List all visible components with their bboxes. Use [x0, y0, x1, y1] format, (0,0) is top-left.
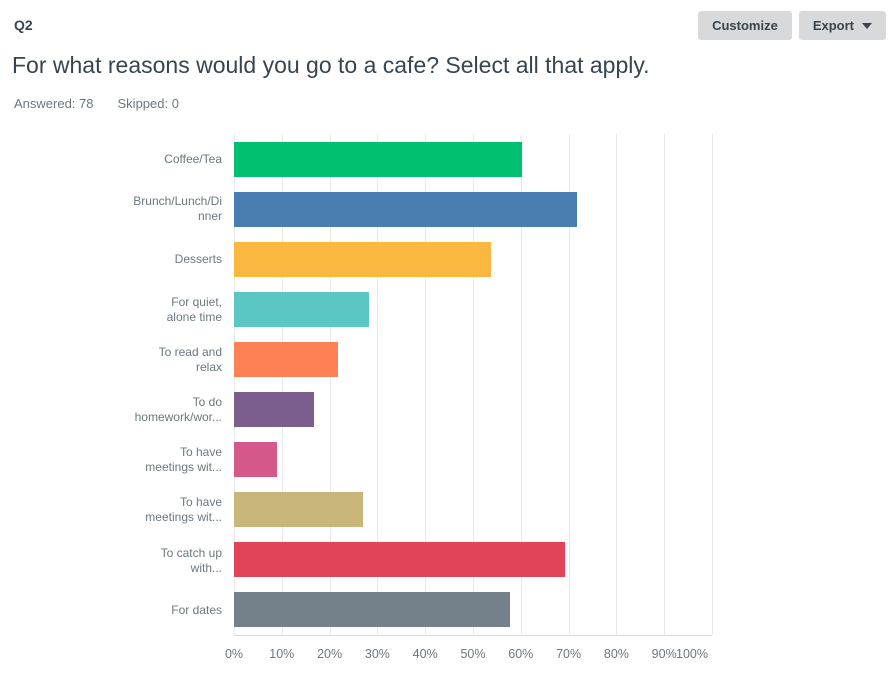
- category-label: Desserts: [174, 251, 222, 266]
- x-tick-label: 30%: [364, 647, 390, 661]
- gridline: [329, 134, 331, 635]
- x-tick-label: 10%: [269, 647, 295, 661]
- x-tick-label: 50%: [460, 647, 486, 661]
- answered-count: Answered: 78: [14, 96, 94, 111]
- question-number: Q2: [14, 17, 33, 33]
- bar: [234, 392, 314, 428]
- bar-row: [234, 334, 712, 384]
- category-label: To read and relax: [158, 344, 222, 374]
- export-button-label: Export: [812, 18, 854, 33]
- topbar: Q2 Customize Export: [0, 0, 894, 40]
- skipped-count: Skipped: 0: [117, 96, 179, 111]
- bar: [234, 241, 492, 277]
- category-label: For dates: [171, 603, 222, 618]
- bar-row: [234, 435, 712, 485]
- category-label: For quiet, alone time: [166, 294, 222, 324]
- bar: [234, 492, 363, 528]
- gridline: [425, 134, 427, 635]
- response-stats: Answered: 78 Skipped: 0: [14, 96, 894, 111]
- export-button[interactable]: Export: [798, 11, 886, 40]
- plot-column: 0% 10% 20% 30% 40% 50% 60% 70% 80% 90% 100%: [225, 134, 713, 668]
- bar: [234, 191, 578, 227]
- category-label: To catch up with...: [160, 545, 222, 575]
- question-title: For what reasons would you go to a cafe?…: [12, 52, 650, 78]
- bar-row: [234, 585, 712, 635]
- gridline: [616, 134, 618, 635]
- bar: [234, 592, 510, 628]
- bar: [234, 341, 339, 377]
- bar: [234, 141, 523, 177]
- category-label: Brunch/Lunch/Di nner: [133, 194, 222, 224]
- x-tick-label: 20%: [317, 647, 343, 661]
- gridline: [568, 134, 570, 635]
- gridline: [520, 134, 522, 635]
- customize-button[interactable]: Customize: [698, 11, 792, 40]
- gridline: [234, 134, 235, 635]
- category-label: To do homework/wor...: [134, 395, 222, 425]
- bar-row: [234, 535, 712, 585]
- category-label: To have meetings wit...: [145, 495, 222, 525]
- gridlines: [234, 134, 713, 635]
- x-tick-label: 80%: [603, 647, 629, 661]
- x-tick-label: 90%: [651, 647, 677, 661]
- gridline: [377, 134, 379, 635]
- gridline: [664, 134, 666, 635]
- x-tick-label: 100%: [676, 647, 708, 661]
- bar-row: [234, 184, 712, 234]
- bar-row: [234, 284, 712, 334]
- x-tick-label: 70%: [556, 647, 582, 661]
- toolbar-buttons: Customize Export: [698, 11, 886, 40]
- plot-rows: [234, 134, 712, 635]
- bar: [234, 442, 277, 478]
- x-tick-label: 0%: [224, 647, 244, 661]
- customize-button-label: Customize: [712, 18, 778, 33]
- plot-area: [234, 134, 713, 636]
- x-tick-label: 60%: [508, 647, 534, 661]
- caret-down-icon: [862, 22, 872, 29]
- category-label: To have meetings wit...: [145, 445, 222, 475]
- bar: [234, 291, 369, 327]
- bar-row: [234, 485, 712, 535]
- bar-chart: Coffee/Tea Brunch/Lunch/Di nner Desserts For…: [0, 134, 894, 668]
- gridline: [281, 134, 283, 635]
- bar-row: [234, 134, 712, 184]
- gridline: [712, 134, 713, 635]
- bar-row: [234, 234, 712, 284]
- category-label: Coffee/Tea: [164, 151, 222, 166]
- category-labels: Coffee/Tea Brunch/Lunch/Di nner Desserts For…: [0, 134, 234, 668]
- bar-row: [234, 384, 712, 434]
- x-tick-label: 40%: [412, 647, 438, 661]
- x-axis: 0% 10% 20% 30% 40% 50% 60% 70% 80% 90% 100%: [225, 636, 712, 668]
- bar: [234, 542, 565, 578]
- gridline: [473, 134, 474, 635]
